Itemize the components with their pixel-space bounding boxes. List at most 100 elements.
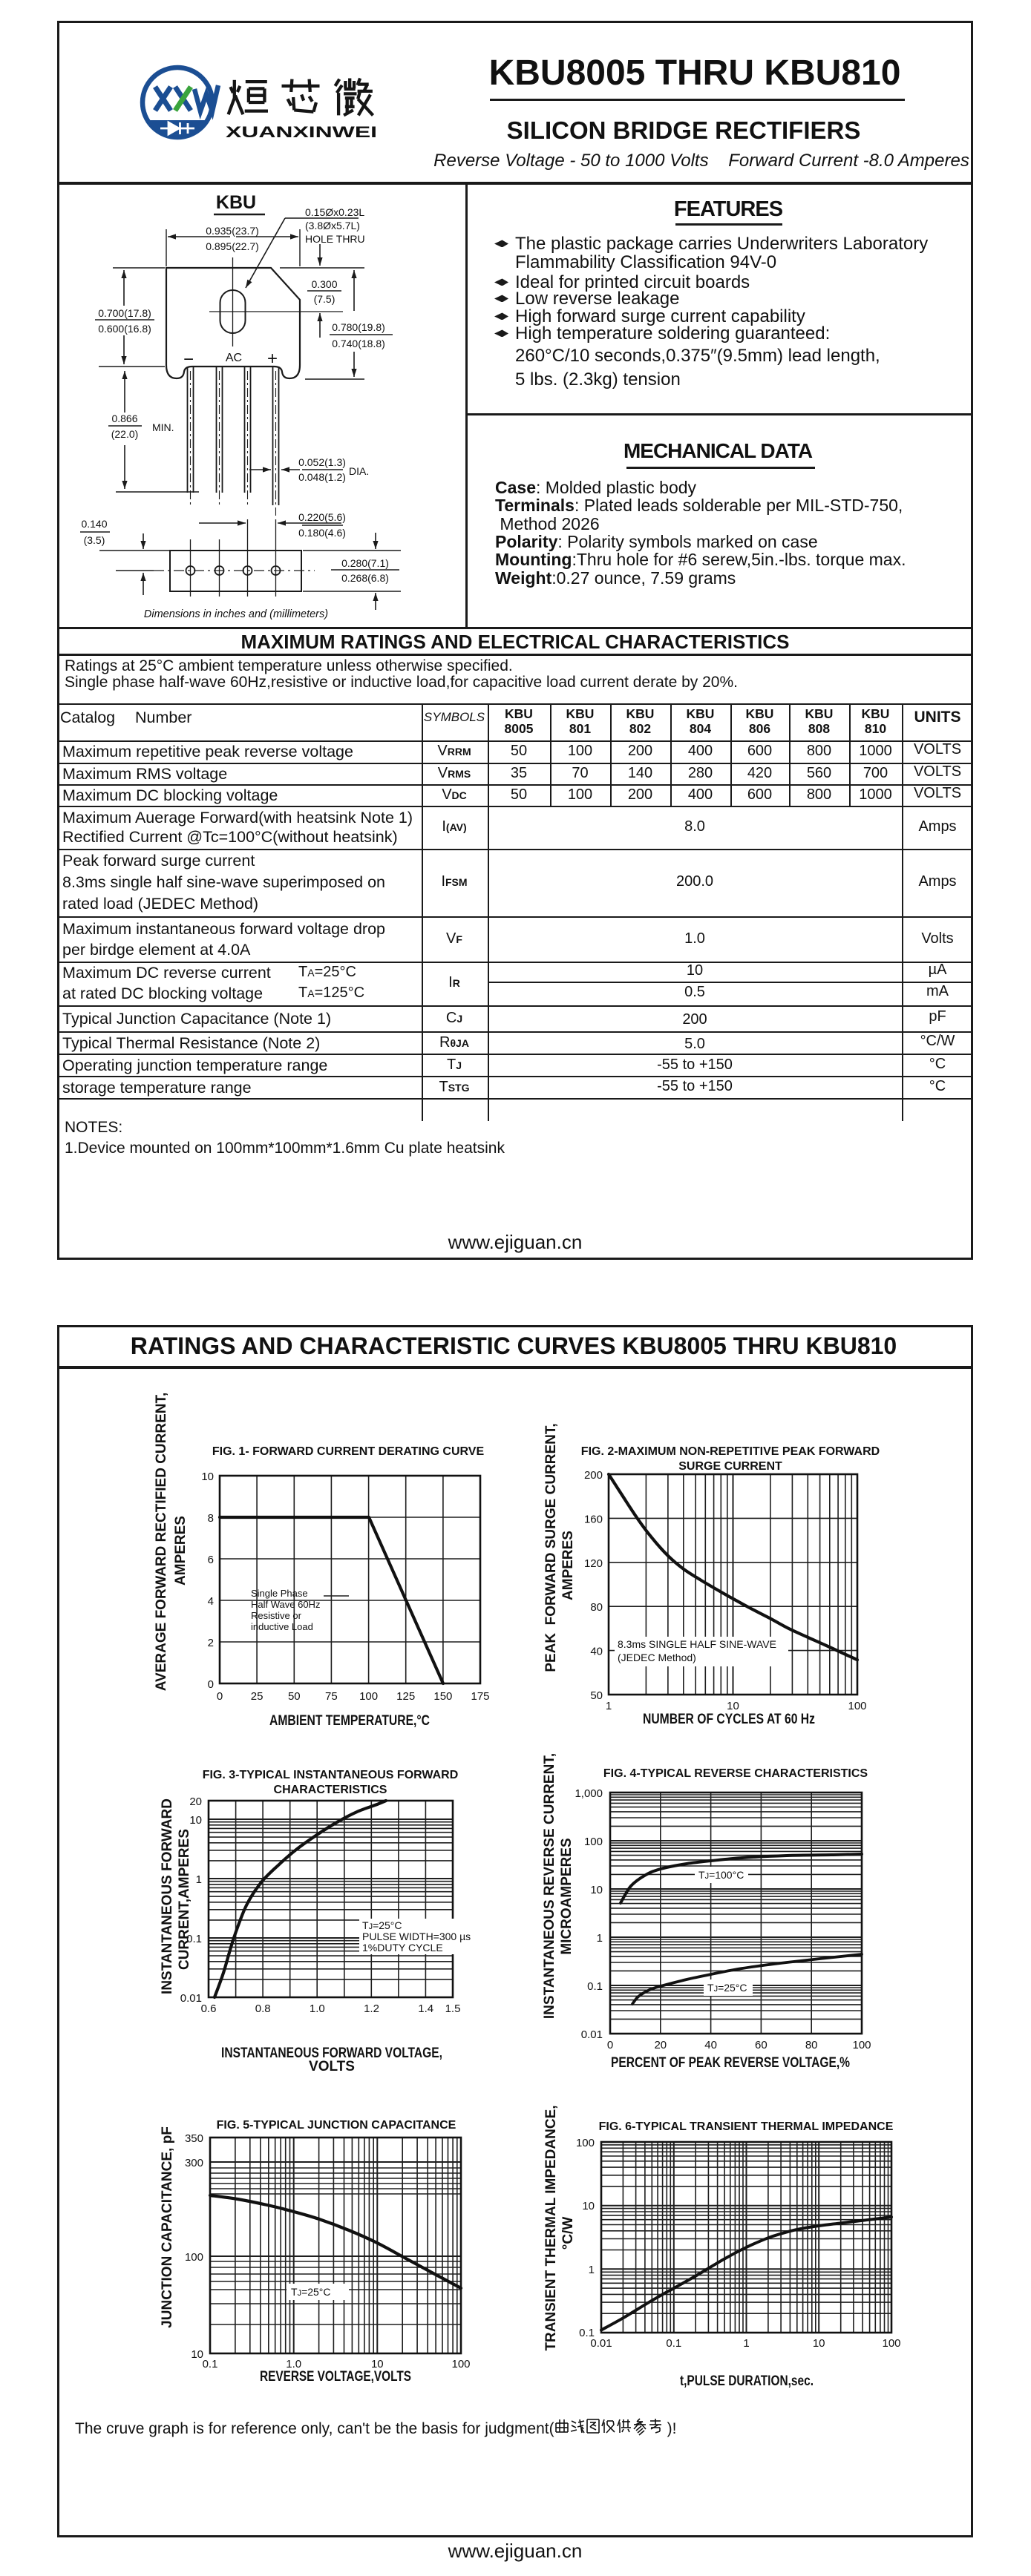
svg-text:(3.5): (3.5): [84, 534, 105, 546]
svg-text:1.2: 1.2: [364, 2002, 379, 2015]
svg-text:Half Wave 60Hz: Half Wave 60Hz: [251, 1599, 320, 1610]
svg-text:0.01: 0.01: [581, 2028, 603, 2041]
svg-text:0: 0: [607, 2039, 613, 2051]
svg-text:AVERAGE FORWARD RECTIFIED CURR: AVERAGE FORWARD RECTIFIED CURRENT,: [154, 1393, 169, 1692]
svg-text:(3.8Øx5.7L): (3.8Øx5.7L): [305, 220, 360, 231]
svg-text:TJ=25°C: TJ=25°C: [362, 1919, 402, 1931]
svg-text:FIG. 6-TYPICAL TRANSIENT THERM: FIG. 6-TYPICAL TRANSIENT THERMAL IMPEDAN…: [599, 2120, 894, 2133]
svg-text:0: 0: [208, 1678, 214, 1691]
svg-text:25: 25: [251, 1690, 264, 1703]
svg-text:0.866: 0.866: [111, 413, 137, 424]
svg-text:TJ=100°C: TJ=100°C: [698, 1869, 744, 1881]
svg-text:AMPERES: AMPERES: [560, 1531, 576, 1600]
svg-text:0.600(16.8): 0.600(16.8): [98, 323, 151, 335]
svg-text:1: 1: [196, 1873, 202, 1886]
svg-text:10: 10: [727, 1700, 739, 1712]
svg-text:10: 10: [582, 2200, 595, 2212]
svg-text:FIG. 2-MAXIMUM NON-REPETITIVE: FIG. 2-MAXIMUM NON-REPETITIVE PEAK FORWA…: [581, 1445, 880, 1458]
svg-text:1: 1: [597, 1932, 603, 1945]
svg-text:1%DUTY CYCLE: 1%DUTY CYCLE: [362, 1942, 443, 1954]
svg-text:0.280(7.1): 0.280(7.1): [341, 557, 389, 569]
svg-text:0.268(6.8): 0.268(6.8): [341, 572, 389, 584]
svg-text:200: 200: [584, 1469, 603, 1482]
svg-text:100: 100: [848, 1700, 866, 1712]
svg-text:6: 6: [208, 1554, 214, 1566]
svg-text:10: 10: [189, 1814, 202, 1827]
svg-text:Single Phase: Single Phase: [251, 1588, 308, 1599]
svg-text:0.052(1.3): 0.052(1.3): [298, 456, 346, 468]
svg-text:0.220(5.6): 0.220(5.6): [298, 511, 346, 523]
svg-text:40: 40: [704, 2039, 717, 2051]
svg-text:10: 10: [201, 1471, 214, 1483]
svg-text:0.1: 0.1: [579, 2327, 595, 2339]
svg-text:INSTANTANEOUS FORWARD VOLTAGE,: INSTANTANEOUS FORWARD VOLTAGE,: [221, 2046, 442, 2061]
svg-text:0.1: 0.1: [666, 2337, 681, 2350]
svg-text:0.780(19.8): 0.780(19.8): [332, 321, 385, 333]
svg-text:100: 100: [576, 2137, 595, 2149]
svg-text:FIG. 5-TYPICAL JUNCTION CAPACI: FIG. 5-TYPICAL JUNCTION CAPACITANCE: [217, 2119, 456, 2132]
svg-text:1.0: 1.0: [286, 2358, 301, 2370]
svg-text:0: 0: [217, 1690, 223, 1703]
svg-text:350: 350: [185, 2132, 203, 2145]
svg-text:AMPERES: AMPERES: [173, 1516, 189, 1586]
svg-text:VOLTS: VOLTS: [309, 2059, 355, 2074]
svg-text:SURGE CURRENT: SURGE CURRENT: [678, 1460, 782, 1473]
svg-text:100: 100: [451, 2358, 470, 2370]
svg-text:HOLE THRU: HOLE THRU: [305, 233, 365, 245]
svg-text:0.740(18.8): 0.740(18.8): [332, 338, 385, 349]
svg-text:AMBIENT TEMPERATURE,°C: AMBIENT TEMPERATURE,°C: [269, 1713, 430, 1729]
svg-text:PULSE WIDTH=300 µs: PULSE WIDTH=300 µs: [362, 1931, 471, 1942]
svg-text:10: 10: [371, 2358, 384, 2370]
svg-text:150: 150: [433, 1690, 452, 1703]
svg-text:20: 20: [654, 2039, 667, 2051]
svg-text:50: 50: [590, 1689, 603, 1702]
svg-text:75: 75: [325, 1690, 338, 1703]
svg-text:100: 100: [185, 2251, 203, 2264]
svg-text:175: 175: [471, 1690, 489, 1703]
svg-text:INSTANTANEOUS REVERSE CURRENT,: INSTANTANEOUS REVERSE CURRENT,: [542, 1753, 557, 2019]
svg-text:4: 4: [208, 1595, 214, 1608]
svg-text:XUANXINWEI: XUANXINWEI: [226, 124, 377, 141]
svg-text:0.1: 0.1: [587, 1980, 603, 1993]
svg-text:MICROAMPERES: MICROAMPERES: [559, 1838, 575, 1954]
svg-text:(22.0): (22.0): [111, 428, 139, 440]
svg-text:JUNCTION CAPACITANCE, pF: JUNCTION CAPACITANCE, pF: [160, 2126, 175, 2328]
svg-text:0.01: 0.01: [590, 2337, 612, 2350]
svg-text:KBU: KBU: [216, 192, 256, 213]
svg-text:1.4: 1.4: [418, 2002, 433, 2015]
svg-text:8: 8: [208, 1512, 214, 1525]
svg-text:Resistive or: Resistive or: [251, 1610, 302, 1621]
svg-text:20: 20: [189, 1795, 202, 1808]
svg-text:0.048(1.2): 0.048(1.2): [298, 471, 346, 483]
svg-text:MIN.: MIN.: [152, 421, 174, 433]
svg-text:0.700(17.8): 0.700(17.8): [98, 307, 151, 319]
svg-text:2: 2: [208, 1637, 214, 1649]
svg-text:10: 10: [191, 2348, 203, 2361]
svg-text:100: 100: [852, 2039, 871, 2051]
svg-text:+: +: [267, 349, 278, 369]
svg-text:8.3ms SINGLE HALF SINE-WAVE: 8.3ms SINGLE HALF SINE-WAVE: [618, 1638, 776, 1650]
svg-text:AC: AC: [226, 352, 242, 364]
svg-text:FIG. 3-TYPICAL INSTANTANEOUS F: FIG. 3-TYPICAL INSTANTANEOUS FORWARD: [203, 1769, 459, 1781]
svg-text:1,000: 1,000: [575, 1787, 603, 1800]
svg-text:100: 100: [584, 1836, 603, 1848]
svg-text:NUMBER OF CYCLES AT 60 Hz: NUMBER OF CYCLES AT 60 Hz: [643, 1712, 815, 1727]
svg-text:0.1: 0.1: [203, 2358, 218, 2370]
svg-text:125: 125: [396, 1690, 415, 1703]
svg-text:1.0: 1.0: [310, 2002, 325, 2015]
svg-text:TJ=25°C: TJ=25°C: [291, 2286, 331, 2298]
svg-text:0.8: 0.8: [255, 2002, 271, 2015]
svg-text:PEAK FORWARD SURGE CURRENT,: PEAK FORWARD SURGE CURRENT,: [543, 1423, 559, 1672]
svg-text:(7.5): (7.5): [314, 293, 336, 305]
svg-text:60: 60: [755, 2039, 767, 2051]
svg-text:300: 300: [185, 2157, 203, 2169]
svg-text:40: 40: [590, 1646, 603, 1658]
svg-text:(JEDEC Method): (JEDEC Method): [618, 1652, 696, 1663]
svg-text:100: 100: [882, 2337, 900, 2350]
svg-text:100: 100: [359, 1690, 378, 1703]
svg-text:50: 50: [288, 1690, 301, 1703]
svg-text:1: 1: [743, 2337, 749, 2350]
svg-text:CURRENT,AMPERES: CURRENT,AMPERES: [177, 1829, 192, 1970]
svg-text:TJ=25°C: TJ=25°C: [707, 1982, 747, 1994]
svg-text:160: 160: [584, 1513, 603, 1525]
